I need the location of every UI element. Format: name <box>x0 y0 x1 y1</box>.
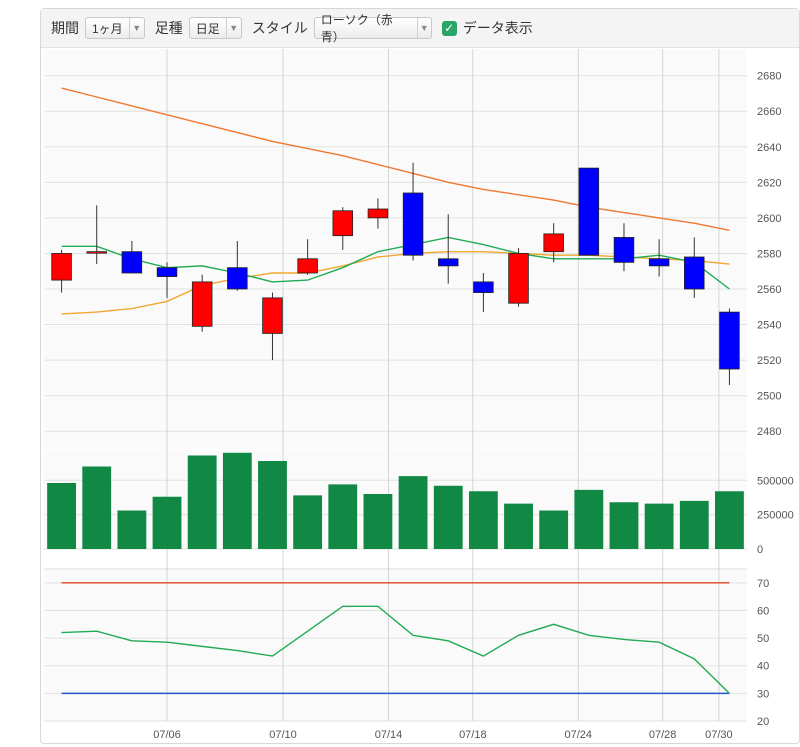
price-tick-label: 2540 <box>757 320 781 332</box>
volume-bar <box>574 489 604 549</box>
x-tick-label: 07/14 <box>375 729 403 741</box>
chart-toolbar: 期間 1ヶ月 ▼ 足種 日足 ▼ スタイル ローソク（赤青） ▼ ✓ データ表示 <box>41 9 799 48</box>
candle-up <box>543 233 564 253</box>
chart-canvas: 2480 2500 2520 2540 2560 2580 2600 2620 2640 2660… <box>44 49 794 741</box>
candle-down <box>648 258 670 267</box>
chevron-down-icon: ▼ <box>128 18 144 38</box>
volume-bar <box>47 483 76 549</box>
period-select[interactable]: 1ヶ月 ▼ <box>85 17 145 39</box>
volume-bar <box>187 455 217 549</box>
period-label: 期間 <box>51 20 79 36</box>
chevron-down-icon: ▼ <box>225 18 241 38</box>
price-tick-label: 2480 <box>757 426 781 438</box>
volume-bar <box>222 452 252 549</box>
candle-down <box>121 251 143 274</box>
rsi-tick-label: 70 <box>757 578 769 590</box>
x-tick-label: 07/30 <box>705 729 733 741</box>
price-tick-label: 2520 <box>757 355 781 367</box>
volume-bar <box>258 461 287 549</box>
volume-tick-label: 250000 <box>757 510 794 522</box>
chevron-down-icon: ▼ <box>416 18 431 38</box>
axis-label-layer: 2480 2500 2520 2540 2560 2580 2600 2620 2640 2660… <box>153 71 793 741</box>
candle-down <box>156 267 178 277</box>
candle-up <box>332 210 354 237</box>
style-select[interactable]: ローソク（赤青） ▼ <box>313 13 432 44</box>
price-tick-label: 2680 <box>757 71 781 83</box>
candle-down <box>473 281 494 293</box>
rsi-tick-label: 50 <box>757 633 769 645</box>
rsi-line <box>61 605 730 694</box>
volume-bar <box>293 495 323 549</box>
pane-background <box>44 450 747 549</box>
volume-layer <box>47 452 744 549</box>
volume-bar <box>609 502 639 549</box>
candle-down <box>402 192 424 256</box>
price-tick-label: 2560 <box>757 284 781 296</box>
style-label: スタイル <box>251 20 308 36</box>
candle-up <box>51 253 72 281</box>
price-tick-label: 2640 <box>757 142 781 154</box>
candle-down <box>437 258 459 267</box>
volume-bar <box>715 491 744 549</box>
chart-panel: 期間 1ヶ月 ▼ 足種 日足 ▼ スタイル ローソク（赤青） ▼ ✓ データ表示… <box>40 8 800 744</box>
candle-down <box>613 237 635 263</box>
rsi-tick-label: 30 <box>757 688 769 700</box>
candle-layer <box>51 162 740 385</box>
price-tick-label: 2600 <box>757 213 781 225</box>
volume-bar <box>468 491 498 549</box>
volume-tick-label: 0 <box>757 544 763 556</box>
candle-up <box>508 253 529 304</box>
data-display-label: データ表示 <box>462 20 533 36</box>
volume-bar <box>117 510 147 549</box>
candle-down <box>719 311 740 370</box>
price-tick-label: 2620 <box>757 177 781 189</box>
bar-type-select-value: 日足 <box>195 21 220 36</box>
volume-bar <box>328 484 358 549</box>
candle-up <box>262 297 283 334</box>
volume-tick-label: 500000 <box>757 475 794 487</box>
volume-bar <box>82 466 112 549</box>
price-tick-label: 2500 <box>757 391 781 403</box>
price-tick-label: 2580 <box>757 248 781 260</box>
candle-down <box>227 267 248 290</box>
rsi-tick-label: 20 <box>757 716 769 728</box>
price-tick-label: 2660 <box>757 106 781 118</box>
candle-up <box>191 281 213 327</box>
volume-bar <box>152 496 182 549</box>
candle-up <box>297 258 318 274</box>
period-select-value: 1ヶ月 <box>92 21 123 36</box>
candle-down <box>578 167 600 256</box>
x-tick-label: 07/10 <box>269 729 297 741</box>
volume-bar <box>398 476 428 549</box>
x-tick-label: 07/18 <box>459 729 487 741</box>
rsi-layer <box>61 582 730 695</box>
style-select-value: ローソク（赤青） <box>320 13 393 44</box>
candle-up <box>367 208 389 219</box>
x-tick-label: 07/06 <box>153 729 181 741</box>
pane-background <box>44 49 747 449</box>
volume-bar <box>539 510 569 549</box>
data-display-checkbox[interactable]: ✓ <box>441 20 457 36</box>
pane-background <box>44 569 747 721</box>
x-tick-label: 07/28 <box>649 729 677 741</box>
rsi-tick-label: 40 <box>757 661 769 673</box>
candle-down <box>684 256 705 290</box>
volume-bar <box>433 485 463 549</box>
x-tick-label: 07/24 <box>565 729 593 741</box>
bar-type-select[interactable]: 日足 ▼ <box>188 17 242 39</box>
rsi-tick-label: 60 <box>757 605 769 617</box>
volume-bar <box>504 503 533 549</box>
bar-type-label: 足種 <box>154 20 183 36</box>
ma-long-line <box>61 87 730 232</box>
volume-bar <box>363 494 393 549</box>
volume-bar <box>679 500 709 549</box>
candle-up <box>86 251 107 254</box>
volume-bar <box>644 503 674 549</box>
